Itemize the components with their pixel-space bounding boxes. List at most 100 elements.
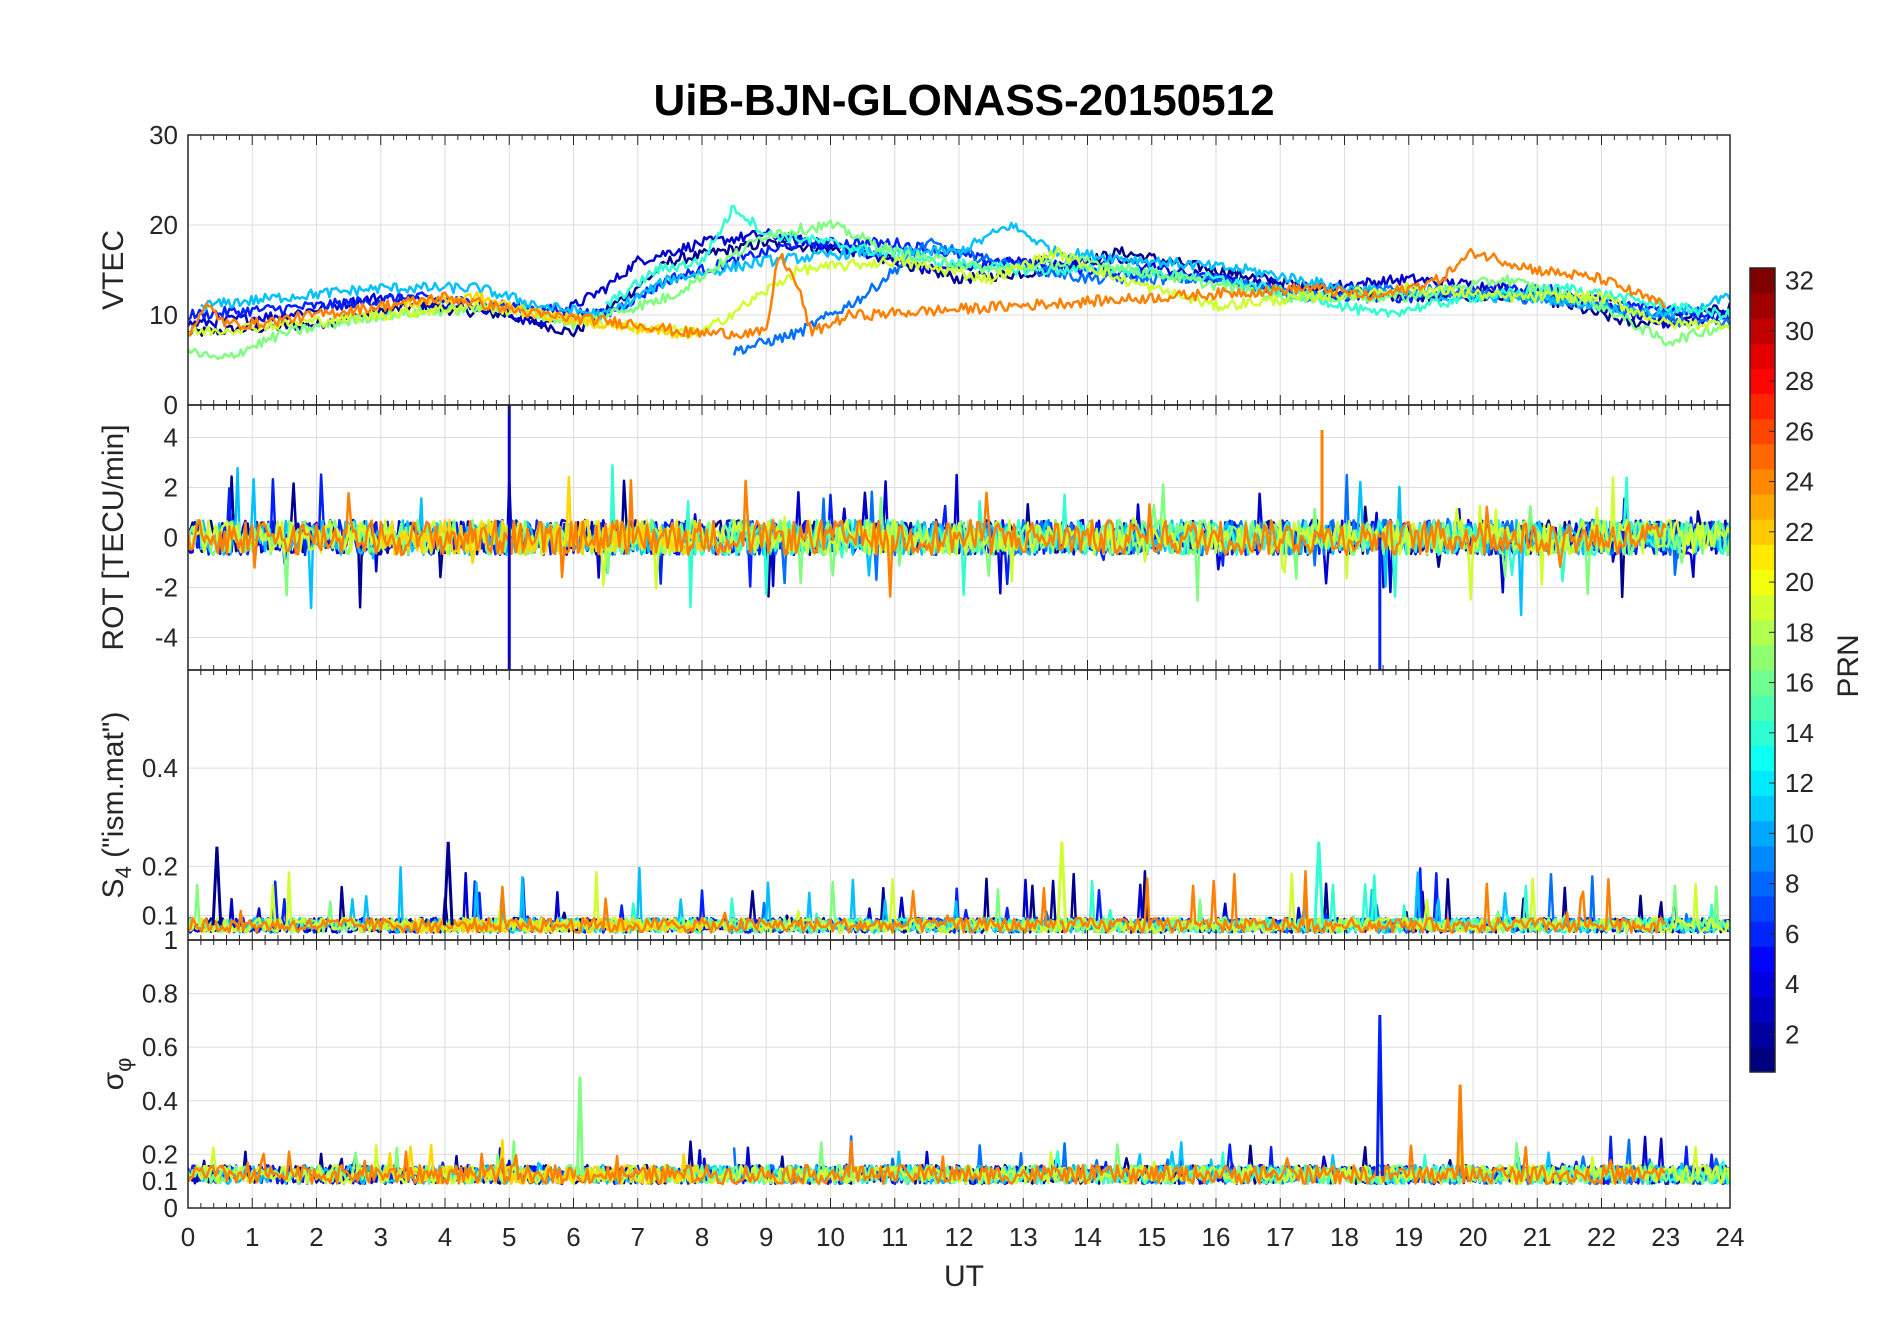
- colorbar-swatch: [1750, 1046, 1775, 1073]
- colorbar-tick-label: 26: [1785, 416, 1814, 446]
- sigma-panel: 00.10.2 0.4 0.6 0.8 1 σφ: [97, 925, 1731, 1223]
- colorbar-swatch: [1750, 293, 1775, 319]
- colorbar-swatch: [1750, 644, 1775, 671]
- x-tick-label: 16: [1202, 1222, 1231, 1252]
- x-tick-label: 4: [438, 1222, 452, 1252]
- colorbar-swatch: [1750, 946, 1775, 972]
- colorbar-tick-label: 18: [1785, 617, 1814, 647]
- s4-spike: [211, 846, 223, 926]
- colorbar-tick-label: 10: [1785, 818, 1814, 848]
- y-tick-label: -4: [155, 623, 178, 653]
- y-label-subscript: 4: [111, 866, 136, 878]
- colorbar-tick-label: 16: [1785, 668, 1814, 698]
- colorbar-frame: [1749, 267, 1776, 1073]
- y-tick-label: 0.6: [142, 1032, 178, 1062]
- y-tick-label: 30: [149, 120, 178, 150]
- rot-y-label: ROT [TECU/min]: [97, 424, 130, 650]
- sigma-spike: [575, 1076, 584, 1176]
- x-tick-label: 1: [245, 1222, 259, 1252]
- x-tick-label: 8: [695, 1222, 709, 1252]
- colorbar-tick-label: 20: [1785, 567, 1814, 597]
- colorbar-tick-label: 24: [1785, 467, 1814, 497]
- x-tick-label: 22: [1587, 1222, 1616, 1252]
- y-tick-label: -2: [155, 573, 178, 603]
- colorbar-swatch: [1750, 393, 1775, 420]
- colorbar-tick-label: 30: [1785, 316, 1814, 346]
- series-line-prn-23: [188, 478, 1667, 598]
- y-tick-label: 1: [164, 925, 178, 955]
- series-line-prn-14: [604, 204, 1730, 321]
- y-tick-label: 0.2: [142, 1139, 178, 1169]
- y-tick-label: 2: [164, 473, 178, 503]
- sigma-frame: [187, 939, 1731, 1209]
- colorbar-tick-label: 6: [1785, 919, 1799, 949]
- series-line-prn-19: [188, 246, 1730, 338]
- vtec-panel: 0 10 20 30 VTEC: [97, 120, 1731, 420]
- y-tick-label: 0.8: [142, 979, 178, 1009]
- colorbar-swatch: [1750, 996, 1775, 1023]
- x-tick-label: 21: [1523, 1222, 1552, 1252]
- y-tick-label: 4: [164, 423, 178, 453]
- y-tick-label: 0.2: [142, 851, 178, 881]
- colorbar-tick-label: 14: [1785, 718, 1814, 748]
- colorbar-swatch: [1750, 343, 1775, 369]
- vtec-series-group: [188, 204, 1730, 361]
- y-tick-label: 0.1: [142, 900, 178, 930]
- x-tick-label: 6: [566, 1222, 580, 1252]
- colorbar-tick-label: 2: [1785, 1019, 1799, 1049]
- s4-spike: [1056, 841, 1068, 926]
- colorbar-swatch: [1750, 795, 1775, 822]
- colorbar-label: PRN: [1832, 634, 1865, 697]
- vtec-y-label: VTEC: [97, 230, 130, 310]
- x-tick-label: 20: [1459, 1222, 1488, 1252]
- y-tick-label: 20: [149, 210, 178, 240]
- x-tick-label: 7: [631, 1222, 645, 1252]
- x-tick-label: 19: [1394, 1222, 1423, 1252]
- colorbar-swatch: [1750, 695, 1775, 721]
- sigma-series-group: [188, 1015, 1730, 1186]
- y-tick-label: 0: [164, 523, 178, 553]
- rot-series-group: [188, 405, 1730, 670]
- series-line-prn-23: [188, 870, 1667, 934]
- y-tick-label: 0.4: [142, 1086, 178, 1116]
- x-tick-label: 15: [1137, 1222, 1166, 1252]
- rot-panel: -4 -2 0 2 4 ROT [TECU/min]: [97, 404, 1731, 671]
- sigma-spike: [1375, 1015, 1384, 1176]
- x-tick-label: 11: [881, 1222, 908, 1252]
- colorbar-tick-label: 8: [1785, 869, 1799, 899]
- x-tick-label: 24: [1716, 1222, 1745, 1252]
- colorbar-tick-label: 32: [1785, 266, 1814, 296]
- y-tick-label: 0.4: [142, 753, 178, 783]
- sigma-y-label: σφ: [97, 1058, 136, 1091]
- x-tick-label: 0: [181, 1222, 195, 1252]
- colorbar-swatch: [1750, 845, 1775, 872]
- s4-y-label: S4 ("ism.mat"): [97, 712, 136, 899]
- y-label-suffix: ("ism.mat"): [97, 712, 130, 867]
- colorbar-swatch: [1750, 896, 1775, 922]
- x-tick-label: 17: [1266, 1222, 1295, 1252]
- x-tick-label: 2: [309, 1222, 323, 1252]
- colorbar-swatch: [1750, 494, 1775, 520]
- y-tick-label: 0.1: [142, 1166, 178, 1196]
- y-tick-label: 10: [149, 300, 178, 330]
- x-tick-label: 3: [374, 1222, 388, 1252]
- sigma-spike: [1456, 1084, 1465, 1176]
- x-axis: 0 1 2 3 4 5 6 7 8 9 10 11 12 13 14 15 16 17 18 19 20 21 22 23 24: [181, 1222, 1745, 1252]
- series-line-prn-23: [188, 1140, 1666, 1186]
- s4-spike: [1313, 841, 1325, 926]
- x-tick-label: 10: [816, 1222, 845, 1252]
- colorbar-tick-label: 12: [1785, 768, 1814, 798]
- x-tick-label: 12: [945, 1222, 974, 1252]
- s4-spike: [442, 841, 454, 926]
- series-line-prn-23: [188, 247, 1667, 340]
- chart-title: UiB-BJN-GLONASS-20150512: [653, 76, 1274, 125]
- y-label-subscript: φ: [111, 1058, 136, 1072]
- colorbar-tick-label: 4: [1785, 969, 1799, 999]
- x-tick-label: 23: [1651, 1222, 1680, 1252]
- colorbar-swatch: [1750, 594, 1775, 621]
- colorbar-swatch: [1750, 443, 1775, 470]
- x-axis-label: UT: [944, 1260, 984, 1293]
- y-tick-label: 0: [164, 390, 178, 420]
- colorbar-tick-label: 22: [1785, 517, 1814, 547]
